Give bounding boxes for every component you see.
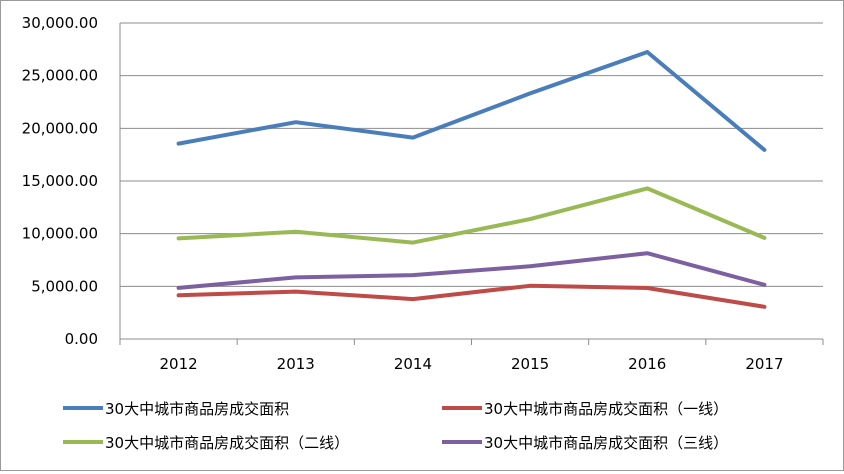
data-point [176,293,181,297]
legend-item: 30大中城市商品房成交面积（一线） [442,400,728,418]
y-tick-label: 30,000.00 [22,14,98,32]
legend-item: 30大中城市商品房成交面积（三线） [442,434,728,452]
data-point [176,142,181,146]
data-point [645,186,649,190]
data-point [762,305,767,309]
data-point [762,148,767,152]
x-tick-label: 2014 [394,355,432,373]
series-lines [176,50,767,309]
data-point [762,283,767,287]
y-tick-label: 10,000.00 [22,225,98,243]
legend: 30大中城市商品房成交面积 30大中城市商品房成交面积（一线） 30大中城市商品房成… [63,400,728,452]
data-point [294,230,298,234]
data-point [176,236,181,241]
legend-label: 30大中城市商品房成交面积 [105,400,289,418]
data-point [528,91,532,95]
data-point [411,273,415,277]
data-point [294,275,298,279]
gridlines [120,22,823,287]
data-point [411,241,415,245]
y-tick-label: 15,000.00 [22,172,98,190]
x-axis [119,23,824,345]
series-line-4 [176,251,767,290]
x-tick-label: 2017 [745,355,783,373]
data-point [645,286,649,290]
y-tick-label: 5,000.00 [31,277,98,295]
legend-label: 30大中城市商品房成交面积（三线） [484,434,728,452]
data-point [411,136,415,140]
data-point [645,50,649,54]
legend-label: 30大中城市商品房成交面积（一线） [484,400,728,418]
data-point [294,290,298,294]
series-line-1 [176,50,767,152]
y-tick-label: 25,000.00 [22,67,98,85]
data-point [176,286,181,290]
legend-label: 30大中城市商品房成交面积（二线） [105,434,349,452]
y-axis-tick-labels: 0.00 5,000.00 10,000.00 15,000.00 20,000.00 2… [22,14,98,348]
y-tick-label: 20,000.00 [22,119,98,137]
data-point [294,120,298,124]
x-axis-tick-labels: 2012 2013 2014 2015 2016 2017 [159,355,783,373]
data-point [528,217,532,221]
series-line-3 [176,186,767,245]
x-tick-label: 2013 [277,355,315,373]
data-point [528,284,532,288]
y-tick-label: 0.00 [65,330,98,348]
legend-item: 30大中城市商品房成交面积（二线） [63,434,349,452]
series-line-2 [176,283,767,309]
data-point [645,251,649,255]
data-point [762,236,767,240]
x-tick-label: 2012 [159,355,197,373]
x-tick-label: 2015 [511,355,549,373]
data-point [528,264,532,268]
data-point [411,297,415,301]
x-tick-label: 2016 [628,355,666,373]
legend-item: 30大中城市商品房成交面积 [63,400,289,418]
